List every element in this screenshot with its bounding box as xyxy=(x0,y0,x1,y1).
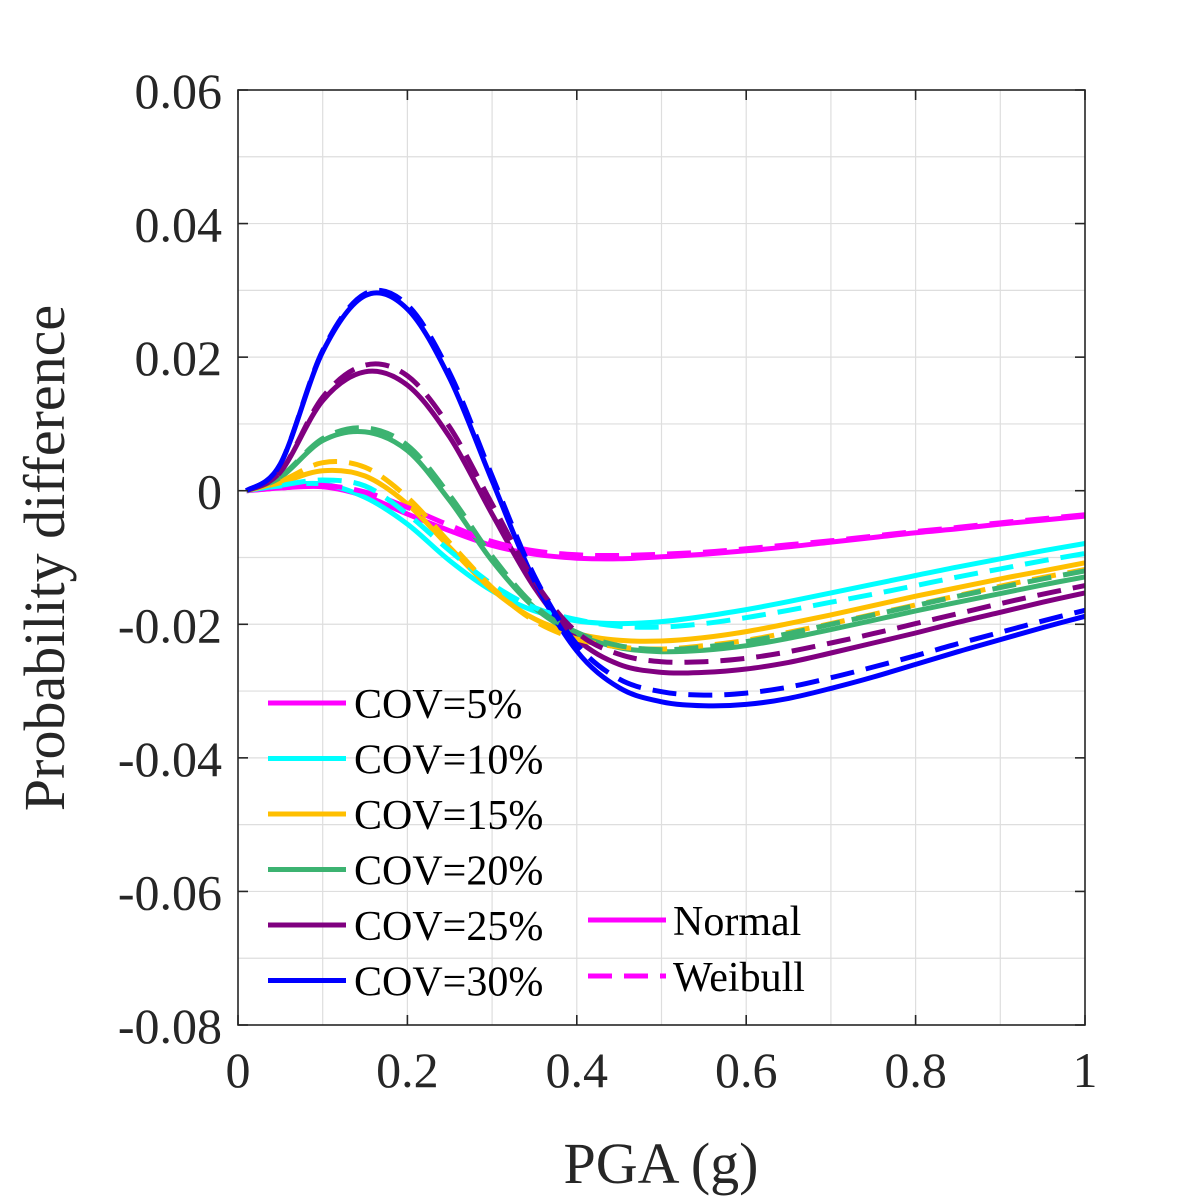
series-layer xyxy=(244,287,1086,709)
legend-label-cov: COV=30% xyxy=(354,960,543,1006)
x-tick-label: 0 xyxy=(226,1042,251,1098)
series-line-cov30-weibull xyxy=(244,287,1086,698)
series-line-cov25-normal xyxy=(245,368,1086,676)
y-tick-label: -0.08 xyxy=(118,998,222,1054)
plot-frame xyxy=(237,89,1086,1026)
legend-label-cov: COV=10% xyxy=(354,738,543,784)
legend: COV=5% COV=10% COV=15% COV=20% COV=25% COV=30… xyxy=(268,682,805,1006)
series-line-cov5-normal xyxy=(246,483,1086,562)
y-tick-label: -0.04 xyxy=(118,731,222,787)
legend-label-normal: Normal xyxy=(673,899,801,945)
series-line-cov20-weibull xyxy=(245,425,1086,653)
legend-label-cov: COV=25% xyxy=(354,904,543,950)
x-axis-label: PGA (g) xyxy=(564,1131,759,1196)
y-tick-label: 0.02 xyxy=(135,330,223,386)
y-tick-label: 0 xyxy=(197,464,222,520)
y-tick-label: -0.06 xyxy=(118,864,222,920)
legend-label-weibull: Weibull xyxy=(673,955,805,1001)
series-line-cov5-weibull xyxy=(246,482,1086,559)
y-tick-label: 0.04 xyxy=(135,197,223,253)
x-tick-label: 0.6 xyxy=(715,1042,778,1098)
y-tick-label: -0.02 xyxy=(118,597,222,653)
y-tick-label: 0.06 xyxy=(135,63,223,119)
legend-label-cov: COV=5% xyxy=(354,682,522,728)
x-tick-label: 0.4 xyxy=(546,1042,609,1098)
series-line-cov30-normal xyxy=(244,290,1086,709)
x-tick-label: 0.8 xyxy=(884,1042,947,1098)
x-tick-label: 1 xyxy=(1073,1042,1098,1098)
series-line-cov15-normal xyxy=(245,467,1086,644)
legend-label-cov: COV=15% xyxy=(354,793,543,839)
x-tick-label: 0.2 xyxy=(376,1042,439,1098)
legend-label-cov: COV=20% xyxy=(354,849,543,895)
y-axis-label: Probability difference xyxy=(12,305,77,811)
series-line-cov10-normal xyxy=(246,480,1086,627)
series-line-cov25-weibull xyxy=(245,361,1086,665)
ticks: 0 0.2 0.4 0.6 0.8 1 0.06 0.04 0.02 0 -0.02 -0.04 -0.… xyxy=(118,63,1098,1098)
